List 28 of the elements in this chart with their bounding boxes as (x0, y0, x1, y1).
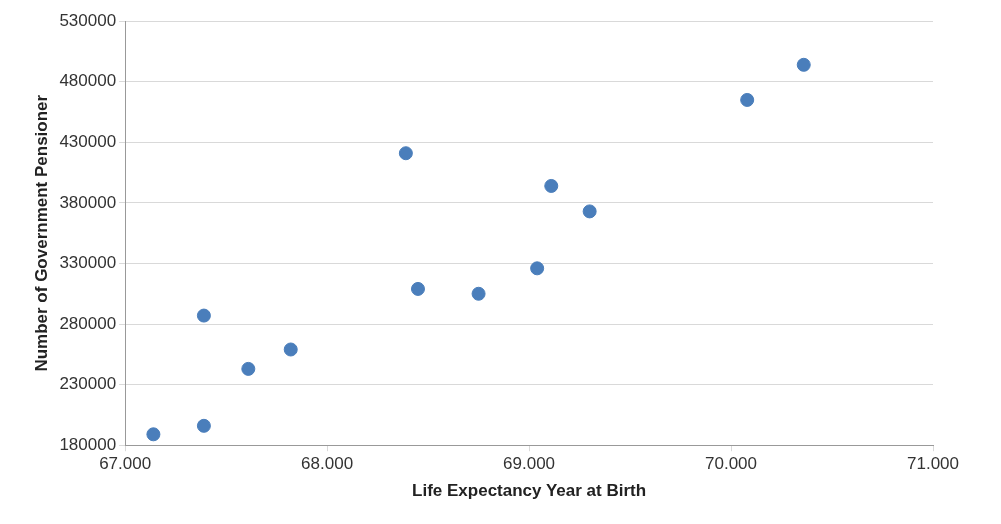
point (196, 418, 211, 433)
y-tick-label: 180000 (59, 434, 117, 454)
x-tick-label: 67.000 (99, 454, 152, 474)
y-tick-label: 530000 (59, 10, 117, 30)
point (241, 361, 256, 376)
point (283, 342, 298, 357)
point (740, 92, 755, 107)
x-tick-label: 71.000 (907, 454, 959, 474)
y-tick-label: 480000 (59, 71, 117, 91)
y-axis-title: Number of Government Pensioner (31, 94, 51, 372)
point (410, 281, 425, 296)
y-tick-label: 280000 (59, 313, 117, 333)
x-tick-label: 69.000 (503, 454, 556, 474)
point (530, 261, 545, 276)
point (582, 204, 597, 219)
y-tick-label: 380000 (59, 192, 117, 212)
point (471, 286, 486, 301)
x-tick-label: 68.000 (301, 454, 354, 474)
x-tick-label: 70.000 (705, 454, 758, 474)
point (398, 146, 413, 161)
y-tick-label: 230000 (59, 374, 117, 394)
point (544, 178, 559, 193)
y-tick-label: 330000 (59, 253, 117, 273)
point (196, 308, 211, 323)
x-axis-title: Life Expectancy Year at Birth (412, 481, 647, 501)
point (146, 427, 161, 442)
point (796, 57, 811, 72)
y-tick-label: 430000 (59, 132, 117, 152)
